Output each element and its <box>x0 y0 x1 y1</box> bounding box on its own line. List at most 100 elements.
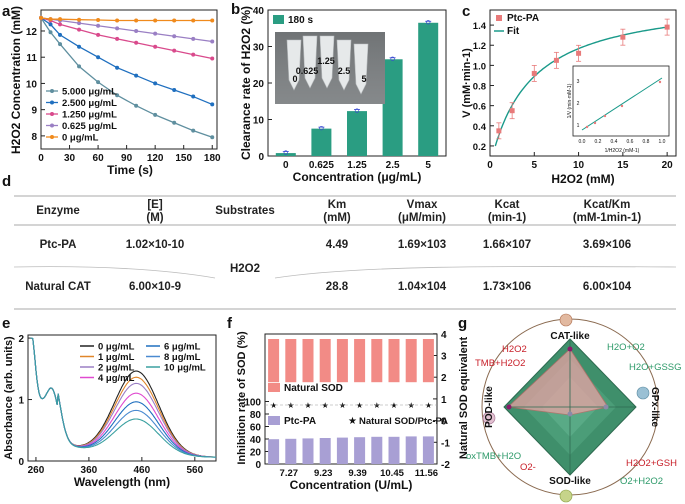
reaction-label-pod-product: oxTMB+H2O <box>466 451 521 462</box>
data-point <box>77 44 82 49</box>
bar-natural-sod <box>285 339 297 383</box>
inset-x-tick-label: 0.4 <box>611 139 618 145</box>
inset-point <box>585 125 589 129</box>
panel-f-legend-ptc: Ptc-PA <box>284 416 316 427</box>
data-point <box>191 52 196 57</box>
data-point <box>134 28 139 33</box>
inset-y-tick-label: 1 <box>577 123 580 129</box>
data-point <box>48 17 53 22</box>
data-point <box>172 18 177 23</box>
data-point <box>153 112 158 117</box>
x-tick-label: 10.45 <box>380 468 404 479</box>
y-tick-label: -1 <box>441 438 450 449</box>
panel-letter-e: e <box>2 315 10 332</box>
data-point <box>426 20 431 25</box>
bar <box>311 128 332 156</box>
y-tick-label: 2 <box>18 334 24 345</box>
data-point <box>153 18 158 23</box>
x-tick-label: 5 <box>425 160 431 171</box>
x-tick-label: 0 <box>38 153 44 164</box>
data-point <box>283 150 288 155</box>
inset-x-tick-label: 0.6 <box>627 139 634 145</box>
inset-x-tick-label: 0.0 <box>579 139 586 145</box>
bar <box>347 111 367 156</box>
panel-letters: a b c d e f g <box>2 1 470 332</box>
panel-a-frame <box>40 9 218 150</box>
legend-marker <box>50 89 54 93</box>
panel-d-table: Enzyme [E] (M) Substrates Km (mM) Vmax (μM/min)… <box>13 195 677 310</box>
panel-letter-d: d <box>2 173 11 190</box>
bar-natural-sod <box>354 339 366 383</box>
panel-b-bars <box>275 20 439 157</box>
bar-natural-sod <box>319 339 331 383</box>
x-tick-label: 0 <box>283 160 289 171</box>
y-tick-label: 12 <box>26 27 38 38</box>
y-tick-label: 1 <box>441 395 447 406</box>
table-cell: Natural CAT <box>25 281 91 293</box>
data-point <box>496 128 502 134</box>
reaction-label-cat-substrate: H2O2 <box>502 344 527 355</box>
x-tick-label: 90 <box>121 153 133 164</box>
ratio-star: ★ <box>390 401 397 410</box>
ratio-star: ★ <box>408 401 415 410</box>
y-tick-label: 30 <box>253 43 265 54</box>
bar-ptc-pa <box>319 438 331 464</box>
table-cell: 4.49 <box>326 239 348 251</box>
y-tick-label: 1.0 <box>473 61 486 72</box>
reaction-label-sod-product: O2+H2O2 <box>620 476 663 487</box>
table-row-divider <box>274 266 677 279</box>
data-point <box>319 125 324 131</box>
panel-e-spectra <box>30 337 217 458</box>
panel-c-legend-ptc: Ptc-PA <box>507 13 539 24</box>
bar-ptc-pa <box>285 438 297 464</box>
y-tick-label: -2 <box>441 460 450 471</box>
data-point <box>153 31 158 36</box>
bar-ptc-pa <box>354 437 366 464</box>
panel-letter-f: f <box>227 315 233 332</box>
panel-f-legend-swatch-sod <box>268 383 280 392</box>
data-point <box>153 44 158 49</box>
data-point <box>553 57 559 63</box>
panel-c-points <box>496 18 670 140</box>
data-point <box>134 73 139 78</box>
x-tick-label: 15 <box>617 160 629 171</box>
radar-point <box>567 411 573 417</box>
ratio-star: ★ <box>287 401 294 410</box>
data-point <box>48 30 53 35</box>
table-header-cell: Km (mM) <box>323 199 351 224</box>
series-line <box>40 17 213 43</box>
tube-icon <box>353 43 369 95</box>
x-tick-label: 560 <box>186 465 203 476</box>
panel-letter-g: g <box>458 315 467 332</box>
panel-letter-b: b <box>231 1 240 18</box>
enzyme-icon <box>559 489 573 503</box>
enzyme-icon <box>559 313 573 327</box>
enzyme-icon <box>636 386 650 400</box>
bar-natural-sod <box>302 339 314 383</box>
data-point <box>210 102 215 107</box>
table-cell: 6.00×10-9 <box>129 281 181 293</box>
bar-natural-sod <box>336 339 348 383</box>
data-point <box>39 15 43 20</box>
x-tick-label: 120 <box>147 153 164 164</box>
legend-marker <box>50 112 54 116</box>
radar-axis-pod: POD-like <box>484 386 495 428</box>
legend-marker <box>50 100 54 105</box>
data-point <box>210 135 215 140</box>
x-tick-label: 1.25 <box>347 160 367 171</box>
reaction-label-gpx-substrate: H2O2+GSH <box>626 458 677 469</box>
panel-b-legend-swatch <box>273 15 284 24</box>
data-point <box>210 56 215 61</box>
data-point <box>172 120 177 125</box>
data-point <box>58 22 63 27</box>
data-point <box>58 42 63 47</box>
x-tick-label: 20 <box>662 160 674 171</box>
y-tick-label: 10 <box>26 79 38 90</box>
panel-a-y-ticks: 8 9 10 11 12 <box>26 27 45 143</box>
table-cell: 1.02×10-10 <box>126 239 185 251</box>
panel-e-frame <box>27 334 217 462</box>
x-tick-label: 60 <box>93 153 105 164</box>
